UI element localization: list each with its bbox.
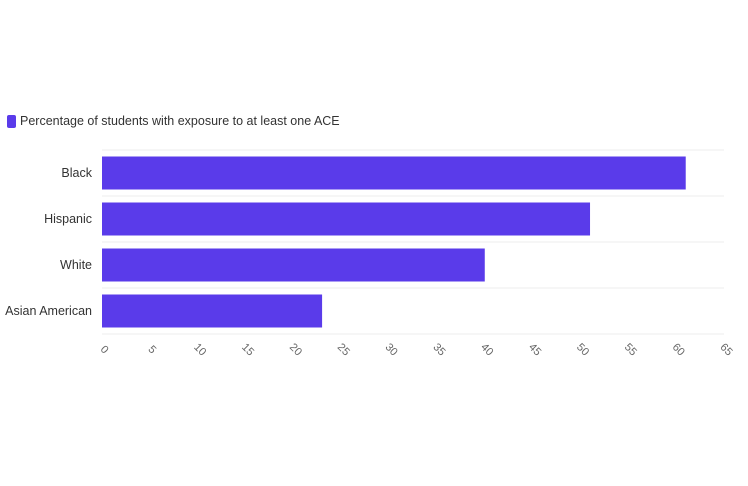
x-tick-label: 50 [574, 341, 591, 358]
x-tick-label: 25 [335, 341, 352, 358]
x-tick-label: 60 [670, 341, 687, 358]
x-tick-label: 40 [478, 341, 495, 358]
bar-black [102, 156, 686, 190]
legend: Percentage of students with exposure to … [7, 114, 340, 128]
x-tick-label: 10 [191, 341, 208, 358]
x-tick-label: 35 [430, 341, 447, 358]
legend-swatch [7, 114, 16, 128]
x-tick-label: 15 [239, 341, 256, 358]
x-tick-label: 55 [622, 341, 639, 358]
x-tick-label: 0 [98, 343, 111, 356]
bar-asian-american [102, 294, 323, 328]
x-tick-label: 20 [287, 341, 304, 358]
bar-white [102, 248, 485, 282]
legend-label: Percentage of students with exposure to … [20, 114, 340, 128]
x-tick-label: 65 [718, 341, 735, 358]
category-label: White [60, 258, 92, 272]
bar-hispanic [102, 202, 591, 236]
x-tick-label: 5 [146, 343, 159, 356]
category-label: Hispanic [44, 212, 92, 226]
x-tick-label: 30 [383, 341, 400, 358]
category-label: Black [61, 166, 92, 180]
category-label: Asian American [5, 304, 92, 318]
x-tick-label: 45 [526, 341, 543, 358]
